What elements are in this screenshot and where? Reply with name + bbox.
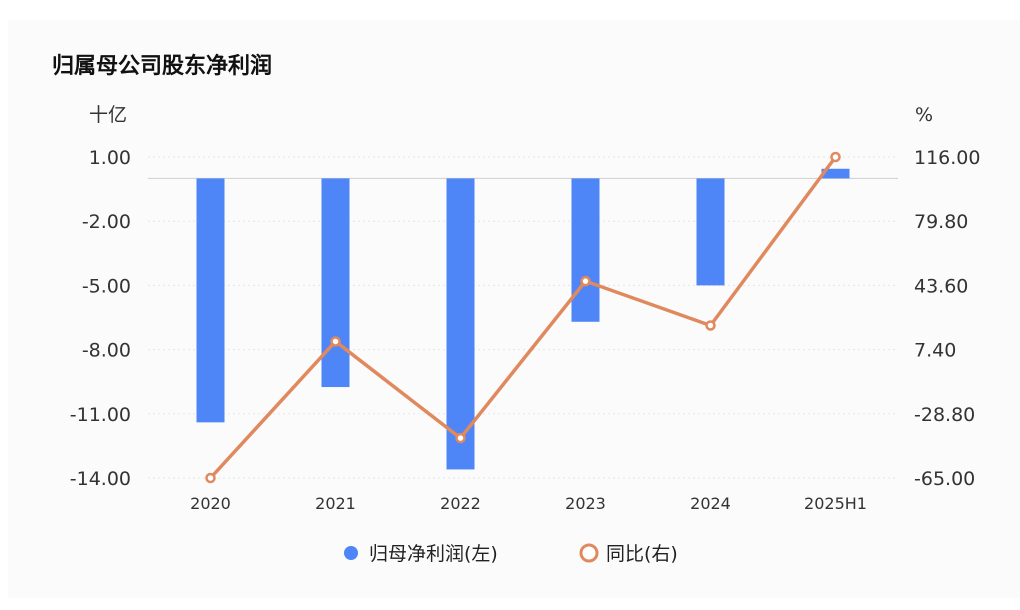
line-series (205, 151, 841, 484)
legend-bar-marker (344, 546, 358, 560)
right-tick-label: 79.80 (914, 211, 968, 233)
legend: 归母净利润(左) 同比(右) (344, 543, 678, 565)
right-axis: 116.00 79.80 43.60 7.40 -28.80 -65.00 (914, 147, 980, 490)
left-tick-label: -5.00 (82, 275, 131, 297)
bar (696, 178, 725, 286)
line-path (209, 155, 837, 480)
x-tick-label: 2023 (565, 494, 606, 513)
x-tick-label: 2020 (190, 494, 231, 513)
left-tick-label: -11.00 (70, 404, 131, 426)
line-point (580, 275, 591, 287)
right-tick-label: 116.00 (914, 147, 980, 169)
bar (446, 178, 475, 470)
line-point (455, 432, 466, 444)
bar (321, 178, 350, 388)
line-point (205, 472, 216, 484)
legend-bar-label: 归母净利润(左) (369, 543, 498, 565)
right-tick-label: 7.40 (914, 340, 956, 362)
line-point (330, 336, 341, 347)
left-tick-label: -2.00 (82, 211, 131, 233)
left-tick-label: 1.00 (89, 147, 131, 169)
x-axis: 2020 2021 2022 2023 2024 2025H1 (190, 494, 867, 513)
bar-series (196, 168, 850, 470)
x-tick-label: 2024 (690, 494, 731, 513)
bar (821, 168, 850, 179)
line-point (705, 320, 716, 331)
x-tick-label: 2022 (440, 494, 481, 513)
left-tick-label: -8.00 (82, 340, 131, 362)
left-axis: 1.00 -2.00 -5.00 -8.00 -11.00 -14.00 (70, 147, 131, 490)
right-tick-label: -28.80 (914, 404, 975, 426)
legend-line-label: 同比(右) (606, 543, 678, 565)
gridlines (148, 156, 898, 479)
right-axis-unit: % (915, 104, 933, 126)
chart-card (8, 20, 1020, 598)
bar (196, 178, 225, 423)
chart-title: 归属母公司股东净利润 (52, 54, 273, 79)
line-point (830, 151, 841, 163)
bar (571, 178, 600, 322)
x-tick-label: 2021 (315, 494, 356, 513)
x-tick-label: 2025H1 (804, 494, 867, 513)
left-axis-unit: 十亿 (89, 104, 127, 126)
right-tick-label: -65.00 (914, 468, 975, 490)
legend-line-marker (579, 543, 599, 563)
left-tick-label: -14.00 (70, 468, 131, 490)
right-tick-label: 43.60 (914, 275, 968, 297)
